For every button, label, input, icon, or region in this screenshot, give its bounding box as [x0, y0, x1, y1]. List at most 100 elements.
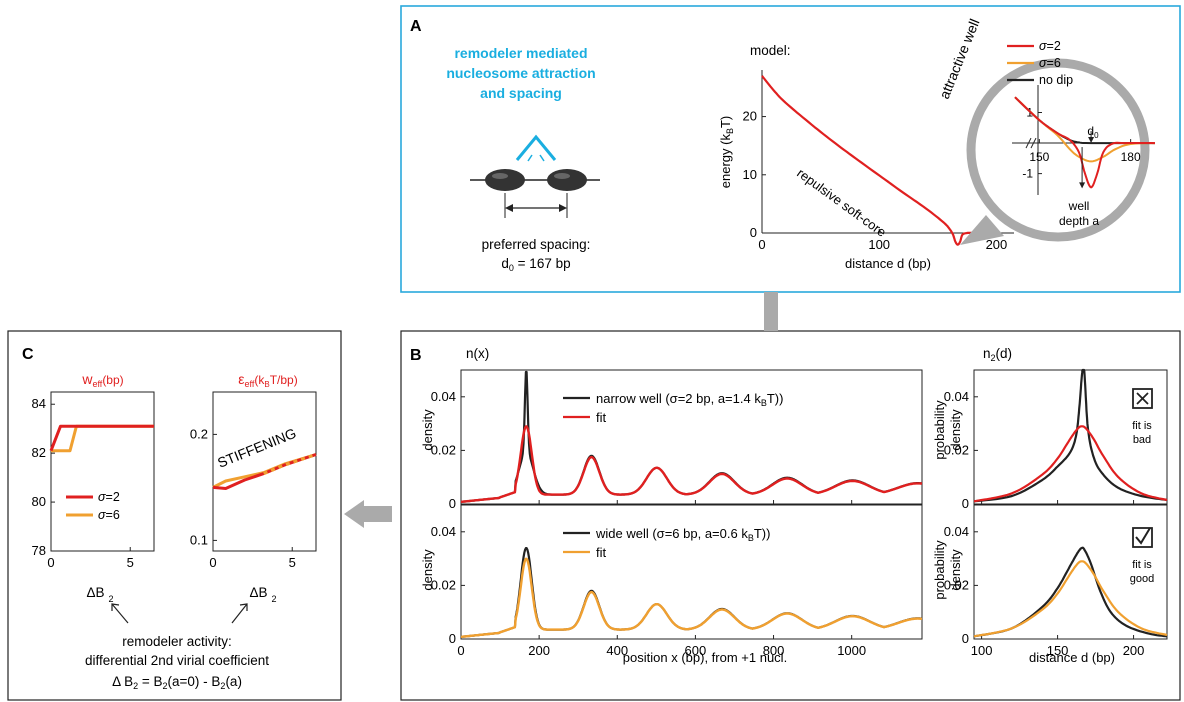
density-curve: [460, 557, 923, 639]
A-main-ytick-label: 10: [743, 167, 757, 182]
ylabel-prob-bottom-1: probability: [932, 540, 947, 600]
caption-line-1: remodeler activity:: [122, 634, 232, 649]
plot-b-bottom-left: 0 200 400 600 800 1000 0 0.02 0.04: [431, 504, 923, 658]
legend-c-sigma2: σ=2: [98, 490, 120, 504]
plot-b-top-right: 0 0.02 0.04: [944, 368, 1168, 511]
C-w-ytick-label: 78: [32, 543, 46, 558]
density-curve: [460, 547, 923, 638]
xlabel-position: position x (bp), from +1 nucl.: [623, 650, 787, 665]
pair-density-curve: [973, 368, 1168, 503]
inset-axis-break: [1025, 137, 1037, 149]
bad-fit-text-1: fit is: [1132, 420, 1152, 432]
weff-sigma2: [49, 424, 154, 452]
C-w-ytick-label: 82: [32, 445, 46, 460]
ylabel-density-top: density: [420, 409, 435, 451]
model-label: model:: [750, 43, 791, 58]
B-bottom-left-ytick-label: 0.02: [431, 577, 456, 592]
B-bottom-left-ytick-label: 0.04: [431, 524, 456, 539]
inset-xtick-label: 180: [1121, 150, 1141, 164]
inset-xtick-label: 150: [1029, 150, 1049, 164]
ylabel-prob-top-1: probability: [932, 400, 947, 460]
inset-legend: σ=2 σ=6 no dip: [1007, 39, 1073, 87]
legend-b-bottom: wide well (σ=6 bp, a=0.6 kBT)) fit: [563, 526, 770, 560]
panel-a-title-line-3: and spacing: [480, 85, 562, 101]
B-bottom-right-ytick-label: 0.02: [944, 577, 969, 592]
connector-a-b: [764, 292, 778, 331]
B-bottom-right-xtick-label: 100: [971, 643, 993, 658]
c-xlabel-left: ΔB 2: [86, 585, 113, 604]
panel-c-frame: [7, 330, 342, 701]
good-fit-text-2: good: [1130, 573, 1154, 585]
legend-c-sigma6: σ=6: [98, 508, 120, 522]
B-bottom-right-xtick-label: 200: [1123, 643, 1145, 658]
weff-sigma6: [51, 424, 154, 453]
B-bottom-left-ytick-label: 0: [449, 631, 456, 646]
C-eps-ytick-label: 0.1: [190, 532, 208, 547]
panel-a-frame: [400, 5, 1181, 293]
panel-a-title-line-2: nucleosome attraction: [446, 65, 595, 81]
legend-c: σ=2 σ=6: [66, 490, 120, 522]
nucleosome-schematic: [470, 134, 600, 218]
A-main-ytick-label: 0: [750, 225, 757, 240]
B-bottom-right-frame: [973, 504, 1168, 640]
well-depth-arrowhead: [1079, 182, 1086, 189]
inset-legend-sigma2: σ=2: [1039, 39, 1061, 53]
panel-a-letter: A: [410, 18, 422, 35]
B-top-right-frame: [973, 369, 1168, 505]
n2-title: n2(d): [983, 346, 1012, 363]
inset-legend-sigma6: σ=6: [1039, 56, 1061, 70]
energy-curve: [761, 75, 974, 246]
C-eps-ytick-label: 0.2: [190, 426, 208, 441]
inset-ytick-label: -1: [1022, 167, 1033, 181]
C-eps-frame: [212, 391, 317, 552]
legend-b-bottom-series: wide well (σ=6 bp, a=0.6 kBT)): [595, 526, 770, 543]
caption-line-2: differential 2nd virial coefficient: [85, 653, 269, 668]
inset-title: attractive well: [936, 16, 983, 101]
ylabel-density-bottom: density: [420, 549, 435, 591]
ylabel-prob-bottom-2: density: [948, 549, 963, 591]
plot-b-top-left: 0 0.02 0.04: [431, 369, 923, 511]
nx-title: n(x): [466, 346, 489, 361]
magnifier-circle: [966, 58, 1150, 242]
C-w-xtick-label: 5: [127, 555, 134, 570]
spacing-label: preferred spacing:: [482, 237, 591, 252]
C-w-frame: [50, 391, 155, 552]
eps-eff-title: εeff(kBT/bp): [238, 371, 297, 389]
pair-density-curve: [973, 560, 1168, 638]
inset-curve: [1014, 96, 1156, 189]
well-label-1: well: [1068, 199, 1090, 213]
B-bottom-right-xtick-label: 150: [1047, 643, 1069, 658]
spacing-value: d0 = 167 bp: [501, 256, 570, 273]
A-main-xtick-label: 0: [758, 237, 765, 252]
pair-density-curve: [973, 425, 1168, 503]
B-bottom-left-xtick-label: 1000: [837, 643, 866, 658]
c-pointer-arrows: [111, 603, 248, 624]
bad-fit-text-2: bad: [1133, 434, 1151, 446]
B-top-left-frame: [460, 369, 923, 505]
legend-b-top: narrow well (σ=2 bp, a=1.4 kBT)) fit: [563, 391, 783, 425]
a-xlabel: distance d (bp): [845, 256, 931, 271]
B-bottom-left-frame: [460, 504, 923, 640]
plot-b-bottom-right: 100 150 200 0 0.02 0.04: [944, 504, 1168, 658]
well-label-2: depth a: [1059, 214, 1099, 228]
plot-c-epseff: 0 5 0.1 0.2: [190, 391, 317, 570]
good-fit-text-1: fit is: [1132, 559, 1152, 571]
C-eps-xtick-label: 0: [209, 555, 216, 570]
plot-c-weff: 0 5 78 80 82 84: [32, 391, 155, 570]
caption-line-3: Δ B2 = B2(a=0) - B2(a): [112, 674, 242, 691]
B-bottom-right-ytick-label: 0: [962, 631, 969, 646]
panel-c-letter: C: [22, 346, 34, 363]
A-main-xtick-label: 100: [868, 237, 890, 252]
B-bottom-left-xtick-label: 200: [528, 643, 550, 658]
curve-label: repulsive soft-core: [794, 165, 889, 240]
xlabel-distance-b: distance d (bp): [1029, 650, 1115, 665]
B-top-left-ytick-label: 0.02: [431, 442, 456, 457]
inset-legend-nodip: no dip: [1039, 73, 1073, 87]
w-eff-title: weff(bp): [81, 371, 123, 389]
legend-b-bottom-fit: fit: [596, 545, 607, 560]
ylabel-prob-top-2: density: [948, 409, 963, 451]
B-top-right-ytick-label: 0: [962, 496, 969, 511]
C-eps-xtick-label: 5: [289, 555, 296, 570]
legend-b-top-series: narrow well (σ=2 bp, a=1.4 kBT)): [596, 391, 783, 408]
